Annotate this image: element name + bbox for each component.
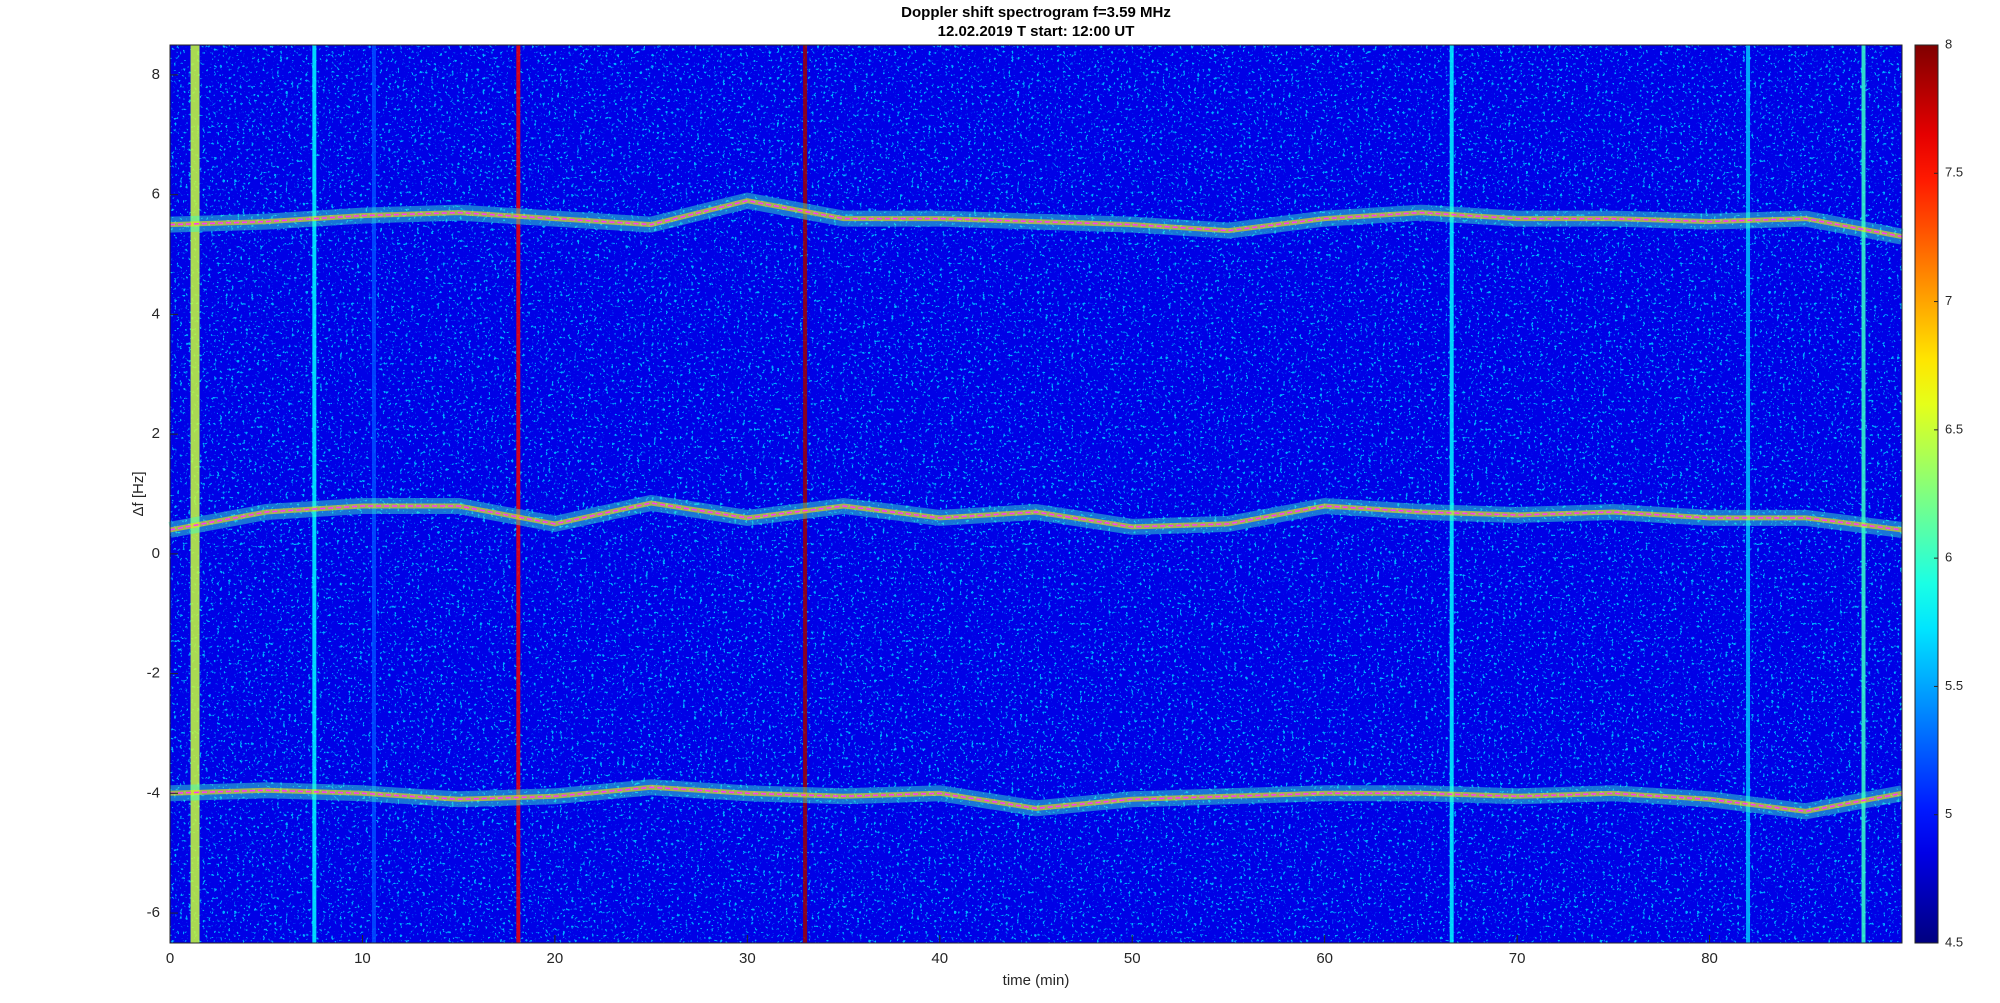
trace-line (169, 502, 1903, 531)
stripe (1746, 45, 1751, 943)
x-tick-label: 30 (739, 950, 756, 967)
stripe (1449, 45, 1454, 943)
stripe (803, 45, 808, 943)
stripe (1861, 45, 1866, 943)
y-tick-label: 0 (152, 545, 160, 562)
x-tick-label: 40 (931, 950, 948, 967)
stripe (516, 45, 521, 943)
x-tick-label: 10 (354, 950, 371, 967)
colorbar-tick-label: 4.5 (1945, 934, 1963, 949)
y-tick-label: 6 (152, 186, 160, 203)
x-tick-label: 50 (1124, 950, 1141, 967)
colorbar-tick-label: 8 (1945, 36, 1952, 51)
chart-title: Doppler shift spectrogram f=3.59 MHz (901, 4, 1171, 21)
stripe (190, 45, 200, 943)
x-axis-label: time (min) (1003, 972, 1070, 989)
x-tick-label: 70 (1509, 950, 1526, 967)
plot-frame (169, 44, 1903, 944)
colorbar-tick-label: 5 (1945, 806, 1952, 821)
trace-line (169, 199, 1903, 238)
stripe (312, 45, 317, 943)
y-axis-label: Δf [Hz] (130, 471, 147, 516)
colorbar (1914, 44, 1939, 944)
colorbar-tick-label: 7 (1945, 293, 1952, 308)
y-tick-label: 4 (152, 305, 160, 322)
chart-subtitle: 12.02.2019 T start: 12:00 UT (938, 23, 1135, 40)
colorbar-tick-label: 7.5 (1945, 165, 1963, 180)
y-tick-label: -6 (147, 904, 160, 921)
trace-line (169, 786, 1903, 813)
stripe (371, 45, 376, 943)
x-tick-label: 60 (1316, 950, 1333, 967)
colorbar-tick-label: 6 (1945, 550, 1952, 565)
y-tick-label: 2 (152, 425, 160, 442)
x-tick-label: 80 (1701, 950, 1718, 967)
y-tick-label: -2 (147, 665, 160, 682)
x-tick-label: 20 (547, 950, 564, 967)
x-tick-label: 0 (166, 950, 174, 967)
colorbar-tick-label: 6.5 (1945, 421, 1963, 436)
y-tick-label: 8 (152, 66, 160, 83)
colorbar-tick-label: 5.5 (1945, 678, 1963, 693)
y-tick-label: -4 (147, 784, 160, 801)
